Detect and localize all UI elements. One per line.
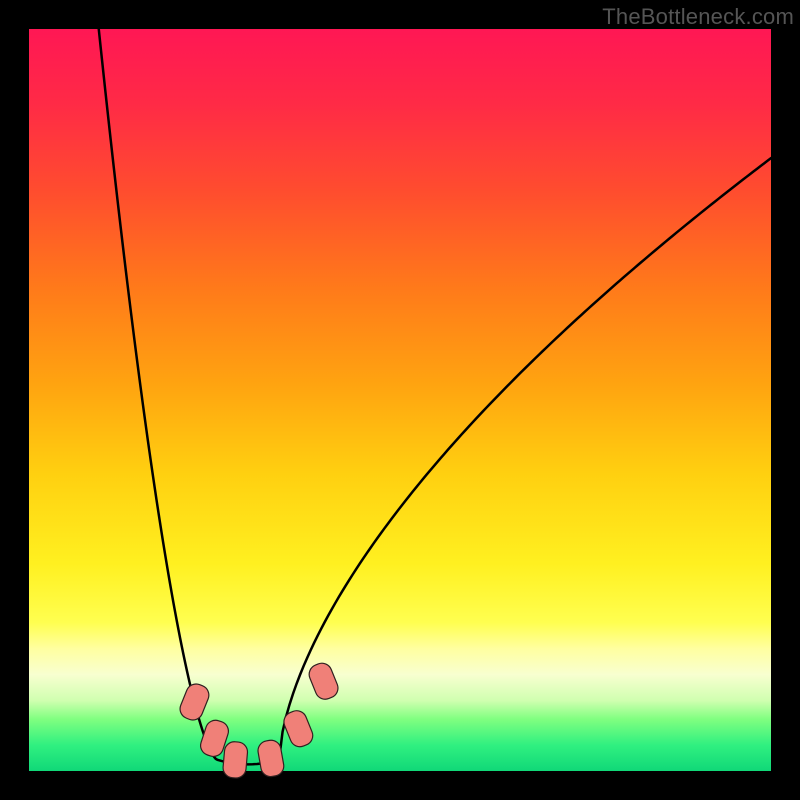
chart-container: TheBottleneck.com <box>0 0 800 800</box>
watermark-text: TheBottleneck.com <box>602 4 794 30</box>
curve-marker <box>222 741 248 779</box>
gradient-background <box>29 29 771 771</box>
bottleneck-heatmap-chart <box>0 0 800 800</box>
